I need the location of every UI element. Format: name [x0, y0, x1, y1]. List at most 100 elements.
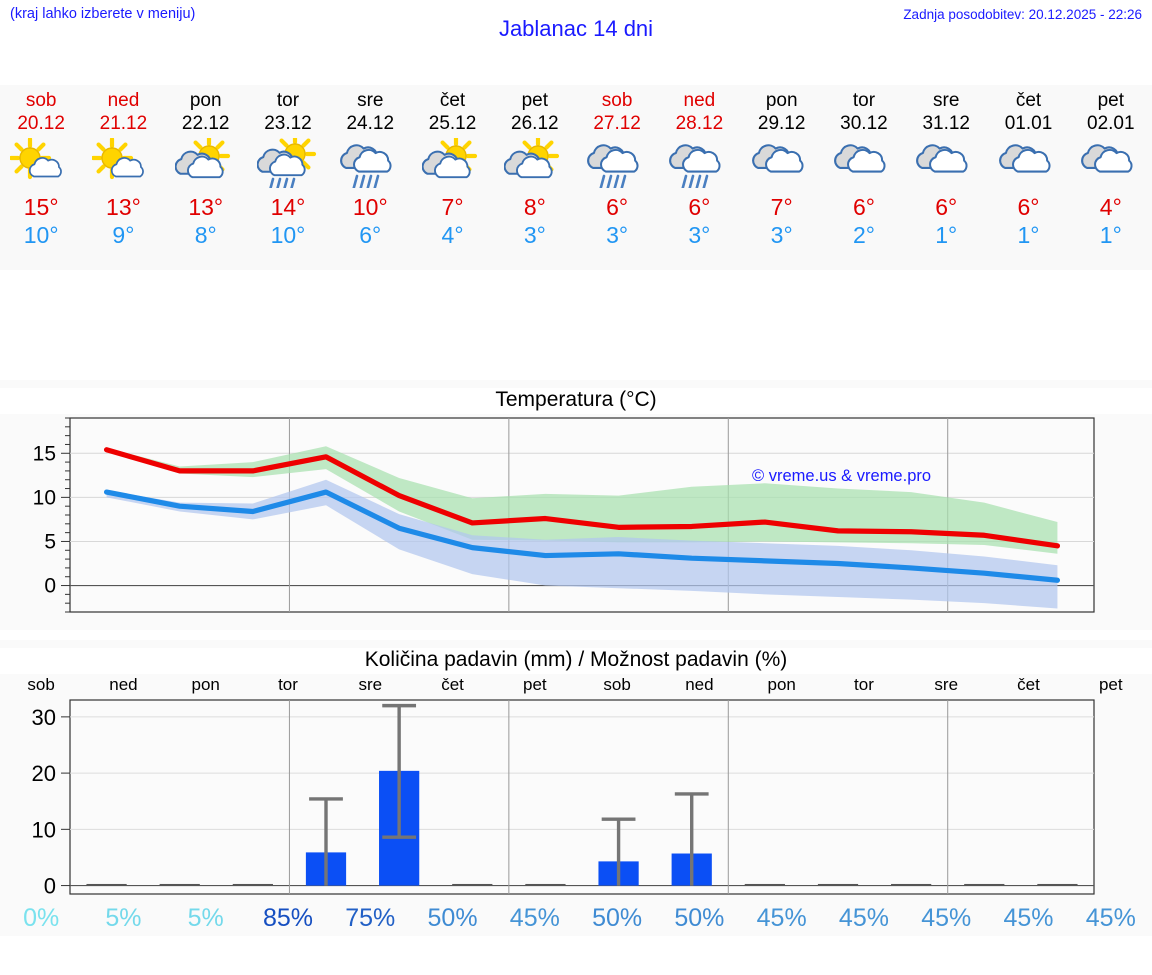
day-low-temp: 1°	[1017, 222, 1040, 248]
day-low-temp: 2°	[852, 222, 875, 248]
day-of-week-label: sre	[357, 90, 384, 111]
day-high-temp: 13°	[188, 194, 224, 220]
day-date-label: 27.12	[593, 113, 641, 134]
day-of-week-label: čet	[1015, 90, 1042, 111]
day-low-temp: 8°	[194, 222, 217, 248]
temp-series-line-0	[103, 447, 1061, 549]
precipitation-bar-zero	[525, 883, 566, 886]
day-date-label: 31.12	[922, 113, 970, 134]
day-date-label: 29.12	[757, 113, 806, 134]
prec-y-tick-label: 20	[32, 761, 56, 786]
daily-forecast-strip: sob 20.12 15° 10° ned 21.12 13° 9° pon 22.12 13…	[0, 85, 1152, 270]
sun-behind-cloud-icon	[503, 137, 566, 189]
precipitation-probability-label: 50%	[674, 903, 725, 932]
day-low-temp: 3°	[770, 222, 793, 248]
day-of-week-label: sre	[933, 90, 960, 111]
day-of-week-label: ned	[107, 90, 140, 111]
day-date-label: 01.01	[1004, 113, 1053, 134]
overcast-icon	[1080, 137, 1142, 189]
day-high-temp: 8°	[523, 194, 546, 220]
day-of-week-label: ned	[683, 90, 716, 111]
day-column[interactable]: sob 20.12 15° 10°	[0, 85, 82, 270]
day-high-temp: 6°	[688, 194, 711, 220]
precipitation-probability-label: 45%	[1085, 903, 1136, 932]
day-column[interactable]: tor 23.12 14° 10°	[247, 85, 329, 270]
copyright-label: © vreme.us & vreme.pro	[752, 467, 932, 485]
day-column[interactable]: sre 31.12 6° 1°	[905, 85, 987, 270]
day-low-temp: 10°	[23, 222, 59, 248]
precipitation-chart-title: Količina padavin (mm) / Možnost padavin …	[0, 648, 1152, 674]
day-low-temp: 3°	[688, 222, 711, 248]
day-of-week-label: pet	[521, 90, 549, 111]
sun-behind-cloud-icon	[421, 137, 484, 189]
day-column[interactable]: čet 01.01 6° 1°	[987, 85, 1069, 270]
precipitation-day-label: sob	[27, 675, 55, 694]
day-column[interactable]: tor 30.12 6° 2°	[823, 85, 905, 270]
day-low-temp: 4°	[441, 222, 464, 248]
precipitation-day-label: tor	[854, 675, 874, 694]
cloud-rain-icon	[339, 137, 401, 189]
precipitation-probability-label: 45%	[1003, 903, 1054, 932]
precipitation-day-label: pon	[767, 675, 796, 694]
precipitation-bar-zero	[1037, 883, 1078, 886]
precipitation-probability-label: 45%	[756, 903, 807, 932]
overcast-icon	[998, 137, 1060, 189]
day-column[interactable]: ned 28.12 6° 3°	[658, 85, 740, 270]
precipitation-probability-label: 85%	[262, 903, 313, 932]
precipitation-day-label: čet	[1017, 675, 1040, 694]
day-column[interactable]: ned 21.12 13° 9°	[82, 85, 164, 270]
precipitation-day-label: ned	[685, 675, 714, 694]
day-date-label: 28.12	[675, 113, 724, 134]
prec-y-tick-label: 10	[32, 817, 56, 842]
precipitation-probability-label: 0%	[23, 903, 60, 932]
day-column[interactable]: pet 26.12 8° 3°	[494, 85, 576, 270]
day-high-temp: 6°	[606, 194, 629, 220]
temp-y-tick-label: 0	[44, 575, 56, 598]
precipitation-bar-zero	[817, 883, 859, 886]
precipitation-probability-label: 45%	[838, 903, 889, 932]
day-date-label: 22.12	[181, 113, 230, 134]
precipitation-probability-label: 5%	[105, 903, 142, 932]
day-of-week-label: pon	[189, 90, 222, 111]
overcast-icon	[751, 137, 813, 189]
prec-y-tick-label: 0	[44, 874, 56, 899]
overcast-icon	[833, 137, 895, 189]
precipitation-probability-label: 50%	[592, 903, 643, 932]
day-column[interactable]: sre 24.12 10° 6°	[329, 85, 411, 270]
day-of-week-label: sob	[601, 90, 633, 111]
cloud-rain-icon	[668, 137, 730, 189]
day-of-week-label: tor	[276, 90, 300, 111]
temp-series-line-1	[103, 489, 1061, 583]
precipitation-day-label: ned	[109, 675, 138, 694]
sun-cloud-icon	[92, 137, 154, 189]
precipitation-probability-label: 75%	[345, 903, 396, 932]
day-of-week-label: čet	[439, 90, 466, 111]
precipitation-day-label: pet	[523, 675, 547, 694]
day-date-label: 26.12	[511, 113, 559, 134]
day-date-label: 30.12	[840, 113, 888, 134]
precipitation-probability-label: 45%	[509, 903, 560, 932]
day-column[interactable]: čet 25.12 7° 4°	[411, 85, 493, 270]
day-column[interactable]: pet 02.01 4° 1°	[1070, 85, 1152, 270]
day-high-temp: 14°	[270, 194, 306, 220]
precipitation-bar-zero	[891, 883, 932, 886]
overcast-icon	[915, 137, 977, 189]
day-column[interactable]: pon 22.12 13° 8°	[165, 85, 247, 270]
day-date-label: 21.12	[99, 113, 148, 134]
day-date-label: 24.12	[346, 113, 395, 134]
prec-y-tick-label: 30	[32, 705, 56, 730]
day-high-temp: 7°	[441, 194, 464, 220]
day-high-temp: 15°	[23, 194, 59, 220]
day-low-temp: 9°	[112, 222, 135, 248]
day-low-temp: 3°	[606, 222, 629, 248]
day-high-temp: 13°	[106, 194, 141, 220]
day-column[interactable]: pon 29.12 7° 3°	[741, 85, 823, 270]
precipitation-bar-zero	[452, 883, 493, 886]
day-high-temp: 6°	[935, 194, 958, 220]
day-high-temp: 6°	[1017, 194, 1040, 220]
temp-y-tick-label: 5	[44, 530, 56, 553]
day-column[interactable]: sob 27.12 6° 3°	[576, 85, 658, 270]
day-of-week-label: sob	[25, 90, 57, 111]
day-of-week-label: pon	[765, 90, 798, 111]
